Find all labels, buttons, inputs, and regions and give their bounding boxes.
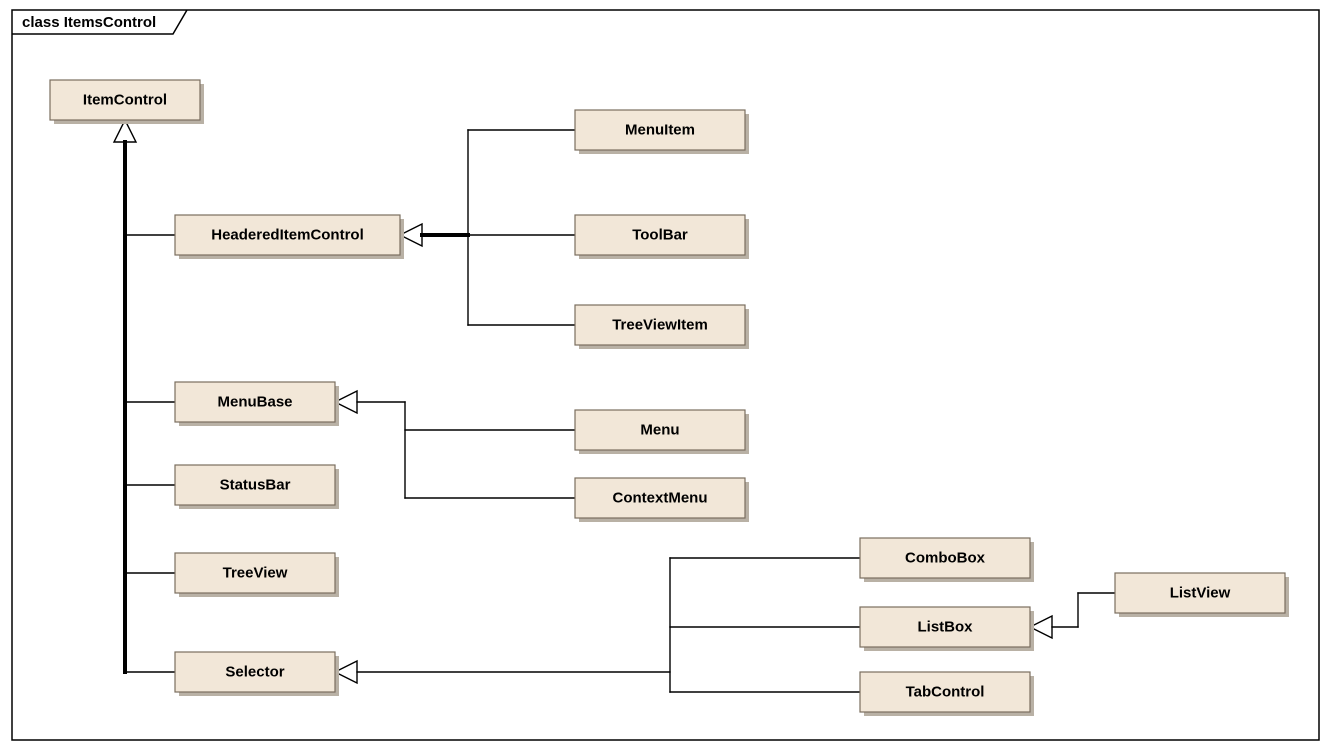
class-node-StatusBar: StatusBar [175, 465, 339, 509]
class-node-MenuBase: MenuBase [175, 382, 339, 426]
class-node-label: ComboBox [905, 550, 986, 567]
class-node-ListView: ListView [1115, 573, 1289, 617]
class-node-TabControl: TabControl [860, 672, 1034, 716]
class-node-label: ToolBar [632, 227, 688, 244]
class-node-ComboBox: ComboBox [860, 538, 1034, 582]
class-node-label: Selector [225, 664, 284, 681]
class-node-TreeView: TreeView [175, 553, 339, 597]
class-node-ListBox: ListBox [860, 607, 1034, 651]
class-node-label: HeaderedItemControl [211, 227, 364, 244]
class-node-label: ContextMenu [613, 490, 708, 507]
class-node-Selector: Selector [175, 652, 339, 696]
class-node-label: Menu [640, 422, 679, 439]
class-node-label: TabControl [906, 684, 985, 701]
class-node-ContextMenu: ContextMenu [575, 478, 749, 522]
class-node-label: StatusBar [220, 477, 291, 494]
class-node-label: ItemControl [83, 92, 167, 109]
class-node-HeaderedItemControl: HeaderedItemControl [175, 215, 404, 259]
class-node-TreeViewItem: TreeViewItem [575, 305, 749, 349]
class-node-Menu: Menu [575, 410, 749, 454]
class-node-MenuItem: MenuItem [575, 110, 749, 154]
class-node-ToolBar: ToolBar [575, 215, 749, 259]
class-node-label: TreeView [223, 565, 288, 582]
class-node-ItemControl: ItemControl [50, 80, 204, 124]
class-node-label: MenuBase [217, 394, 292, 411]
class-node-label: ListBox [917, 619, 973, 636]
class-node-label: MenuItem [625, 122, 695, 139]
class-node-label: TreeViewItem [612, 317, 708, 334]
class-node-label: ListView [1170, 585, 1231, 602]
diagram-title: class ItemsControl [22, 14, 156, 31]
class-diagram: class ItemsControl ItemControl HeaderedIte… [0, 0, 1331, 750]
